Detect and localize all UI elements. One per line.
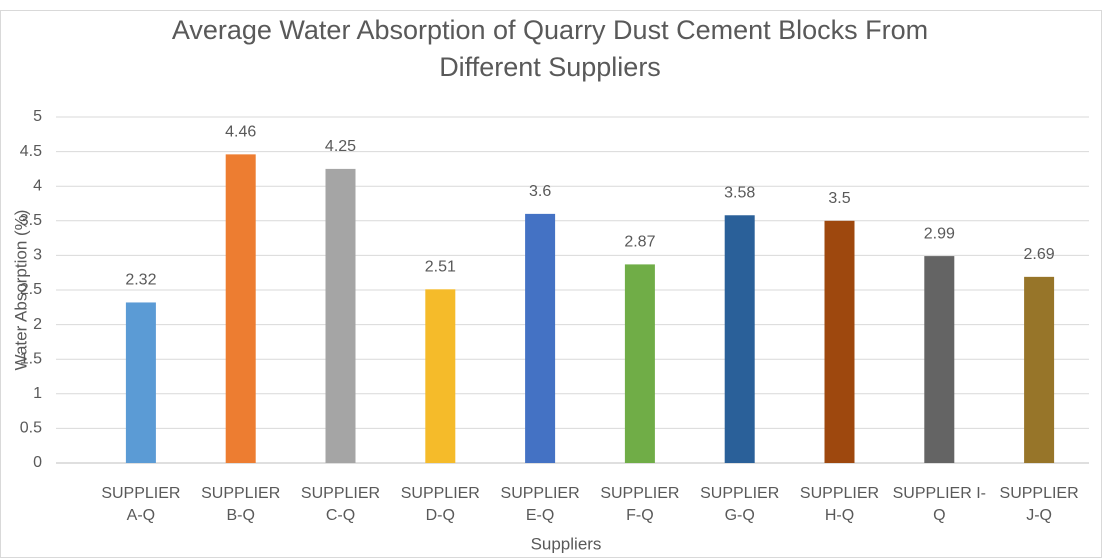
bar — [525, 213, 556, 463]
x-tick-label: SUPPLIER J-Q — [999, 485, 1079, 524]
bar — [724, 215, 755, 463]
data-label: 4.46 — [225, 124, 256, 141]
x-tick-label: SUPPLIER B-Q — [201, 485, 281, 524]
data-label: 2.87 — [624, 234, 655, 251]
y-tick-label: 4.5 — [20, 143, 42, 160]
x-tick-label: SUPPLIER C-Q — [300, 485, 381, 524]
data-label: 3.6 — [529, 183, 551, 200]
y-tick-label: 4 — [33, 177, 42, 194]
x-axis-label: Suppliers — [531, 534, 602, 553]
data-label: 2.51 — [425, 259, 456, 276]
y-tick-label: 1.5 — [20, 350, 42, 367]
x-tick-label: SUPPLIER D-Q — [400, 485, 480, 524]
y-tick-label: 1 — [33, 385, 42, 402]
x-tick-label: SUPPLIER H-Q — [799, 485, 880, 524]
data-label: 2.32 — [125, 272, 156, 289]
bar — [225, 154, 256, 464]
y-tick-label: 2.5 — [20, 281, 42, 298]
bar — [325, 168, 356, 463]
chart-title: Average Water Absorption of Quarry Dust … — [171, 15, 929, 82]
y-tick-label: 0.5 — [20, 420, 42, 437]
y-tick-label: 2 — [33, 316, 42, 333]
data-label: 3.5 — [828, 190, 850, 207]
x-tick-label: SUPPLIER E-Q — [500, 485, 580, 524]
x-tick-label: SUPPLIER A-Q — [101, 485, 181, 524]
bar — [1024, 276, 1055, 463]
data-label: 3.58 — [724, 184, 755, 201]
bar — [624, 264, 655, 463]
bar — [924, 256, 955, 463]
x-tick-label: SUPPLIER G-Q — [700, 485, 780, 524]
x-tick-label: SUPPLIER I-Q — [892, 485, 986, 524]
y-tick-label: 3 — [33, 247, 42, 264]
y-tick-label: 5 — [33, 108, 42, 125]
bar — [125, 302, 156, 463]
bar — [824, 220, 855, 463]
data-label: 4.25 — [325, 138, 356, 155]
data-label: 2.69 — [1024, 246, 1055, 263]
y-axis-label: Water Absorption (%) — [11, 210, 30, 371]
x-tick-label: SUPPLIER F-Q — [600, 485, 680, 524]
y-tick-label: 0 — [33, 454, 42, 471]
y-tick-label: 3.5 — [20, 212, 42, 229]
data-label: 2.99 — [924, 225, 955, 242]
bar — [425, 289, 456, 463]
